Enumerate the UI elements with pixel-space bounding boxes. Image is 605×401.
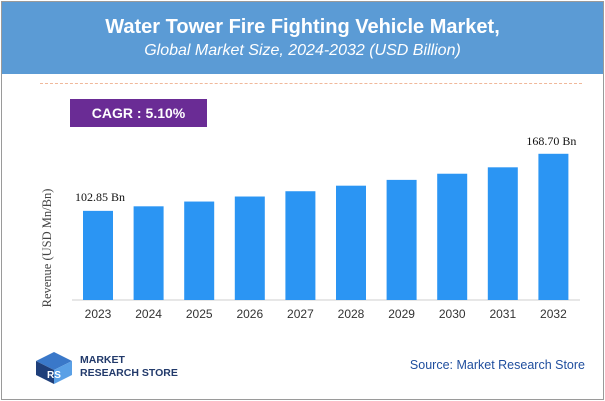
x-tick-2031: 2031 [489, 307, 516, 321]
logo-cube-icon: RS [36, 352, 72, 384]
chart-header: Water Tower Fire Fighting Vehicle Market… [2, 2, 603, 74]
logo-text: MARKET RESEARCH STORE [80, 354, 178, 380]
header-divider [40, 83, 582, 84]
x-tick-2028: 2028 [338, 307, 365, 321]
bar-2026 [234, 196, 265, 300]
x-tick-2023: 2023 [85, 307, 112, 321]
bar-2025 [184, 201, 215, 300]
y-axis-label: Revenue (USD Mn/Bn) [40, 189, 54, 308]
source-note: Source: Market Research Store [409, 358, 585, 372]
logo-line-1: MARKET [80, 354, 125, 366]
x-tick-2024: 2024 [135, 307, 162, 321]
x-tick-labels: 2023 2024 2025 2026 2027 2028 2029 2030 2031 2032 [85, 307, 567, 321]
cagr-value: 5.10% [145, 105, 186, 121]
logo-line-2: RESEARCH STORE [80, 367, 178, 379]
x-tick-2029: 2029 [388, 307, 415, 321]
chart-title: Water Tower Fire Fighting Vehicle Market… [105, 16, 500, 38]
bar-2027 [285, 191, 316, 300]
cagr-label: CAGR : [91, 105, 142, 121]
data-label-last: 168.70 Bn [526, 134, 576, 148]
bar-2024 [133, 206, 164, 300]
x-tick-2025: 2025 [186, 307, 213, 321]
bar-2023 [83, 210, 113, 300]
bar-2032 [538, 153, 569, 300]
bars-group [83, 153, 569, 300]
market-research-store-logo: RS MARKET RESEARCH STORE [32, 351, 202, 385]
x-tick-2026: 2026 [236, 307, 263, 321]
svg-text:RS: RS [47, 370, 61, 381]
chart-subtitle: Global Market Size, 2024-2032 (USD Billi… [144, 42, 461, 59]
bar-2028 [336, 185, 366, 300]
x-tick-2030: 2030 [439, 307, 466, 321]
data-label-first: 102.85 Bn [75, 190, 125, 204]
bar-2031 [487, 167, 518, 300]
x-tick-2027: 2027 [287, 307, 314, 321]
bar-2030 [437, 173, 468, 300]
cagr-badge: CAGR : 5.10% [70, 99, 207, 127]
bar-2029 [386, 179, 417, 300]
x-tick-2032: 2032 [540, 307, 567, 321]
